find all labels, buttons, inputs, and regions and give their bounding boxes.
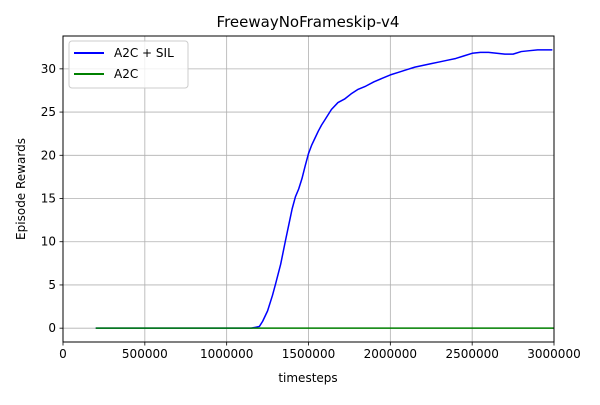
series-line-a2c-sil (95, 49, 553, 329)
y-tick-label: 30 (41, 62, 56, 76)
x-tick-label: 0 (59, 347, 67, 361)
y-tick-label: 15 (41, 192, 56, 206)
chart-title: FreewayNoFrameskip-v4 (217, 13, 400, 31)
x-tick-label: 1500000 (282, 347, 335, 361)
x-tick-label: 1000000 (200, 347, 253, 361)
x-tick-label: 2000000 (364, 347, 417, 361)
legend: A2C + SIL A2C (68, 40, 189, 89)
y-axis-label: Episode Rewards (14, 138, 28, 240)
x-tick-label: 3000000 (527, 347, 580, 361)
y-tick-label: 5 (48, 278, 56, 292)
x-axis-label: timesteps (278, 371, 337, 385)
y-tick-label: 25 (41, 105, 56, 119)
legend-label-a2c: A2C (114, 67, 138, 81)
y-tick-label: 20 (41, 148, 56, 162)
y-axis-ticks: 0 5 10 15 20 25 30 (41, 62, 63, 335)
series-group (95, 49, 554, 329)
x-tick-label: 500000 (122, 347, 168, 361)
legend-label-a2c-sil: A2C + SIL (114, 46, 174, 60)
x-tick-label: 2500000 (445, 347, 498, 361)
y-tick-label: 0 (48, 321, 56, 335)
y-tick-label: 10 (41, 235, 56, 249)
x-axis-ticks: 0 500000 1000000 1500000 2000000 2500000 30000… (59, 342, 581, 361)
